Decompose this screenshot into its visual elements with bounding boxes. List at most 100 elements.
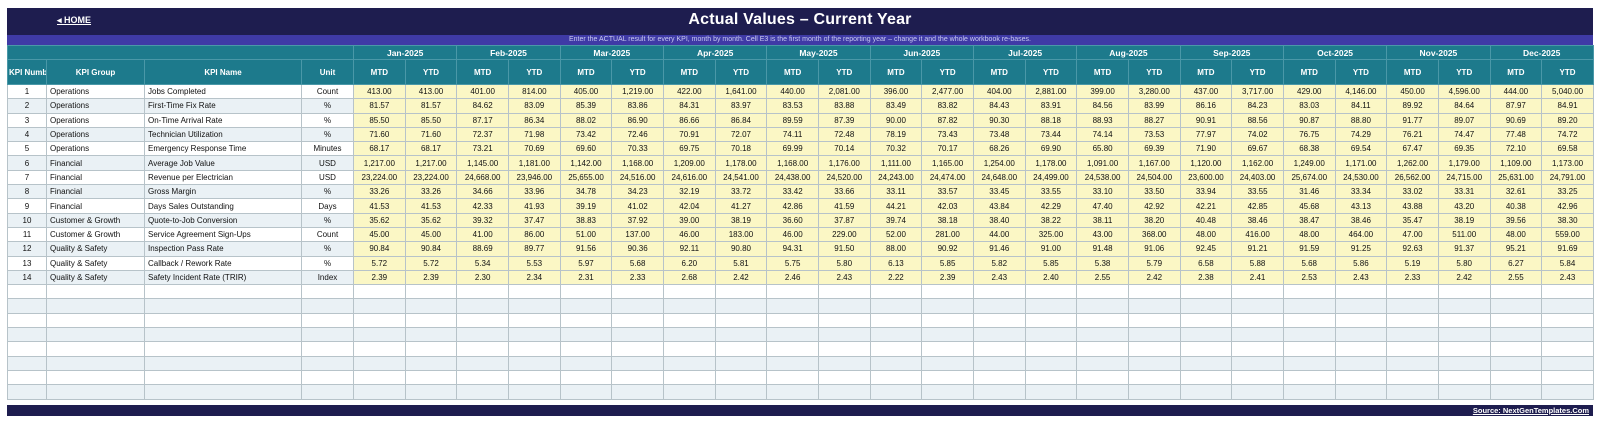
empty-cell[interactable] (1437, 341, 1491, 357)
mtd-value-cell[interactable]: 86.16 (1179, 98, 1233, 114)
empty-cell[interactable] (1076, 369, 1129, 386)
ytd-value-cell[interactable]: 42.85 (1231, 198, 1284, 214)
mtd-value-cell[interactable]: 2.39 (353, 269, 406, 286)
ytd-value-cell[interactable]: 5,040.00 (1541, 83, 1594, 100)
ytd-value-cell[interactable]: 34.23 (611, 184, 664, 200)
ytd-value-cell[interactable]: 38.30 (1541, 212, 1594, 228)
empty-cell[interactable] (1127, 298, 1181, 314)
ytd-value-cell[interactable]: 33.26 (404, 184, 458, 200)
ytd-value-cell[interactable]: 5.53 (507, 255, 561, 271)
empty-cell[interactable] (7, 312, 47, 329)
mtd-value-cell[interactable]: 72.37 (456, 126, 509, 143)
mtd-value-cell[interactable]: 1,111.00 (869, 155, 923, 171)
mtd-value-cell[interactable]: 90.30 (972, 112, 1026, 128)
mtd-value-cell[interactable]: 1,168.00 (766, 155, 819, 171)
ytd-value-cell[interactable]: 90.84 (404, 241, 458, 257)
empty-cell[interactable] (1386, 355, 1439, 371)
mtd-value-cell[interactable]: 88.93 (1076, 112, 1129, 128)
ytd-value-cell[interactable]: 2.42 (1127, 269, 1181, 286)
empty-cell[interactable] (817, 298, 871, 314)
empty-cell[interactable] (1282, 355, 1336, 371)
ytd-value-cell[interactable]: 83.88 (817, 98, 871, 114)
mtd-value-cell[interactable]: 41.53 (353, 198, 406, 214)
mtd-value-cell[interactable]: 74.14 (1076, 126, 1129, 143)
mtd-value-cell[interactable]: 1,120.00 (1179, 155, 1233, 171)
mtd-value-cell[interactable]: 24,668.00 (456, 169, 509, 186)
ytd-value-cell[interactable]: 2.34 (507, 269, 561, 286)
mtd-value-cell[interactable]: 41.00 (456, 226, 509, 243)
ytd-value-cell[interactable]: 1,165.00 (921, 155, 974, 171)
mtd-value-cell[interactable]: 46.00 (662, 226, 716, 243)
mtd-value-cell[interactable]: 91.46 (972, 241, 1026, 257)
ytd-value-cell[interactable]: 70.33 (611, 141, 664, 157)
ytd-value-cell[interactable]: 5.88 (1231, 255, 1284, 271)
ytd-value-cell[interactable]: 2,881.00 (1024, 83, 1078, 100)
empty-cell[interactable] (972, 384, 1026, 400)
mtd-value-cell[interactable]: 51.00 (559, 226, 613, 243)
ytd-value-cell[interactable]: 2,477.00 (921, 83, 974, 100)
empty-cell[interactable] (7, 341, 47, 357)
mtd-value-cell[interactable]: 24,243.00 (869, 169, 923, 186)
ytd-value-cell[interactable]: 5.79 (1127, 255, 1181, 271)
empty-cell[interactable] (1179, 384, 1233, 400)
mtd-value-cell[interactable]: 84.43 (972, 98, 1026, 114)
empty-cell[interactable] (1076, 341, 1129, 357)
empty-cell[interactable] (869, 312, 923, 329)
ytd-value-cell[interactable]: 5.80 (1437, 255, 1491, 271)
mtd-value-cell[interactable]: 5.72 (353, 255, 406, 271)
mtd-value-cell[interactable]: 5.19 (1386, 255, 1439, 271)
empty-cell[interactable] (301, 284, 354, 300)
empty-cell[interactable] (1334, 284, 1388, 300)
empty-cell[interactable] (301, 384, 354, 400)
empty-cell[interactable] (144, 369, 302, 386)
empty-cell[interactable] (144, 312, 302, 329)
ytd-value-cell[interactable]: 91.50 (817, 241, 871, 257)
ytd-value-cell[interactable]: 24,499.00 (1024, 169, 1078, 186)
empty-cell[interactable] (1024, 355, 1078, 371)
mtd-value-cell[interactable]: 33.02 (1386, 184, 1439, 200)
ytd-value-cell[interactable]: 72.48 (817, 126, 871, 143)
empty-cell[interactable] (507, 341, 561, 357)
ytd-value-cell[interactable]: 38.18 (921, 212, 974, 228)
mtd-value-cell[interactable]: 34.66 (456, 184, 509, 200)
mtd-value-cell[interactable]: 1,145.00 (456, 155, 509, 171)
empty-cell[interactable] (559, 327, 613, 343)
mtd-value-cell[interactable]: 404.00 (972, 83, 1026, 100)
ytd-value-cell[interactable]: 87.82 (921, 112, 974, 128)
ytd-value-cell[interactable]: 1,178.00 (714, 155, 768, 171)
ytd-value-cell[interactable]: 69.39 (1127, 141, 1181, 157)
ytd-value-cell[interactable]: 38.19 (714, 212, 768, 228)
empty-cell[interactable] (1334, 384, 1388, 400)
empty-cell[interactable] (766, 298, 819, 314)
empty-cell[interactable] (353, 369, 406, 386)
empty-cell[interactable] (353, 341, 406, 357)
mtd-value-cell[interactable]: 87.97 (1489, 98, 1543, 114)
ytd-value-cell[interactable]: 33.96 (507, 184, 561, 200)
empty-cell[interactable] (1024, 284, 1078, 300)
mtd-value-cell[interactable]: 83.49 (869, 98, 923, 114)
ytd-value-cell[interactable]: 2.39 (404, 269, 458, 286)
ytd-value-cell[interactable]: 35.62 (404, 212, 458, 228)
ytd-value-cell[interactable]: 70.17 (921, 141, 974, 157)
empty-cell[interactable] (1231, 284, 1284, 300)
empty-cell[interactable] (972, 312, 1026, 329)
mtd-value-cell[interactable]: 38.83 (559, 212, 613, 228)
ytd-value-cell[interactable]: 2.43 (817, 269, 871, 286)
mtd-value-cell[interactable]: 25,655.00 (559, 169, 613, 186)
mtd-value-cell[interactable]: 2.53 (1282, 269, 1336, 286)
empty-cell[interactable] (1541, 327, 1594, 343)
mtd-value-cell[interactable]: 2.33 (1386, 269, 1439, 286)
mtd-value-cell[interactable]: 90.69 (1489, 112, 1543, 128)
empty-cell[interactable] (662, 341, 716, 357)
ytd-value-cell[interactable]: 73.43 (921, 126, 974, 143)
mtd-value-cell[interactable]: 2.55 (1076, 269, 1129, 286)
ytd-value-cell[interactable]: 3,717.00 (1231, 83, 1284, 100)
empty-cell[interactable] (869, 341, 923, 357)
ytd-value-cell[interactable]: 74.72 (1541, 126, 1594, 143)
ytd-value-cell[interactable]: 1,641.00 (714, 83, 768, 100)
empty-cell[interactable] (662, 355, 716, 371)
mtd-value-cell[interactable]: 73.42 (559, 126, 613, 143)
empty-cell[interactable] (404, 355, 458, 371)
mtd-value-cell[interactable]: 36.60 (766, 212, 819, 228)
ytd-value-cell[interactable]: 559.00 (1541, 226, 1594, 243)
